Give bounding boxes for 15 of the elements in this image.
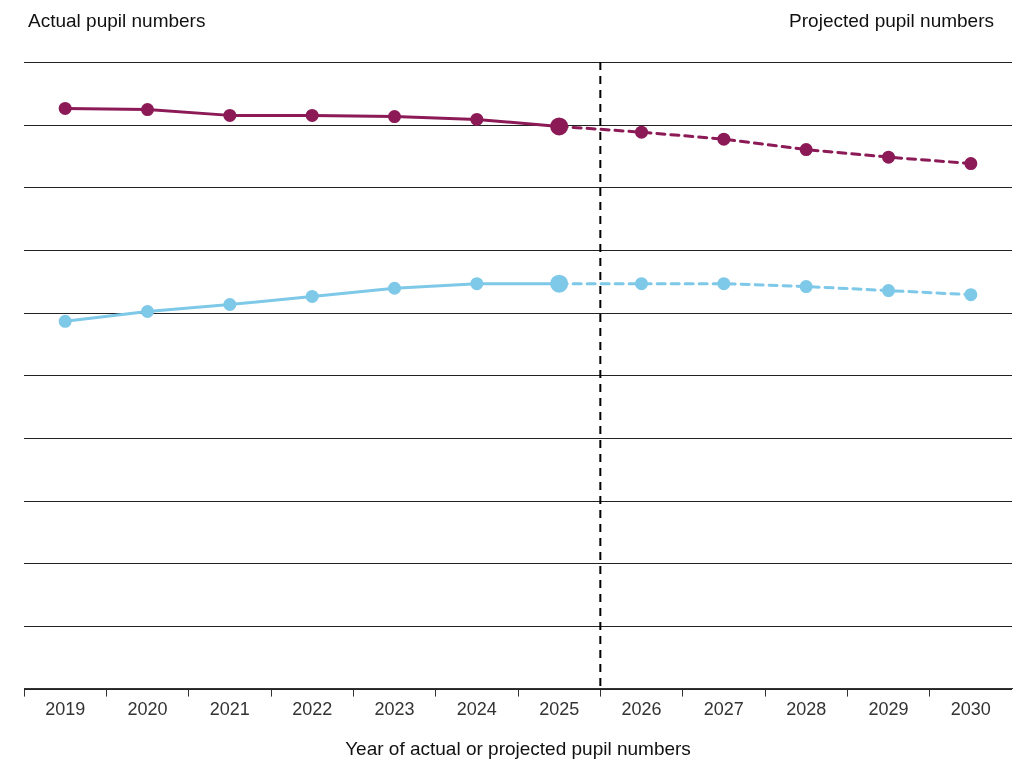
x-tick-label: 2024 [456,699,497,720]
text: Actual pupil numbers [28,10,206,32]
x-tick-label: 2030 [950,699,991,720]
x-tick-label: 2023 [374,699,415,720]
x-tick-label: 2028 [786,699,827,720]
x-tick-label: 2029 [868,699,909,720]
x-tick-label: 2020 [127,699,168,720]
x-tick-label: 2026 [621,699,662,720]
x-tick-label: 2019 [45,699,86,720]
x-tick-label: 2021 [209,699,250,720]
x-tick-label: 2022 [292,699,333,720]
text: Projected pupil numbers [789,10,994,32]
x-axis-title: Year of actual or projected pupil numbers [345,737,691,759]
x-tick-label: 2025 [539,699,580,720]
x-tick-label: 2027 [703,699,744,720]
